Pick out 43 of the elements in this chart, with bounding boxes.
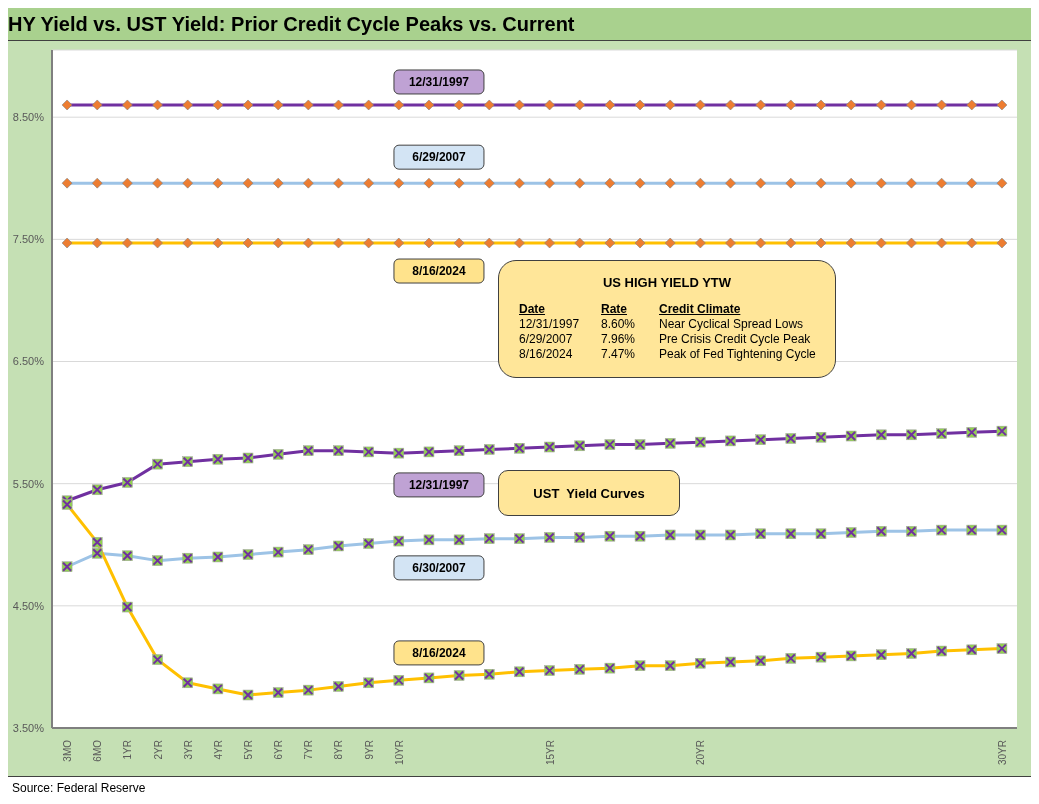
x-tick-label: 3YR (182, 740, 194, 760)
annotation: 7.96% (601, 332, 637, 346)
annotation: Near Cyclical Spread Lows (659, 317, 805, 331)
x-tick-label: 3MO (62, 739, 74, 762)
annotation: 7.47% (601, 347, 637, 361)
x-tick-label: 6YR (273, 740, 285, 760)
x-tick-label: 7YR (303, 740, 315, 760)
series-label: 12/31/1997 (408, 74, 470, 89)
annotation: 8.60% (601, 317, 637, 331)
annotation: US HIGH YIELD YTW (601, 275, 733, 290)
annotation: 8/16/2024 (519, 347, 574, 361)
note-box: UST Yield Curves (498, 470, 680, 516)
annotation: Peak of Fed Tightening Cycle (659, 347, 817, 361)
annotation: Pre Crisis Credit Cycle Peak (659, 332, 812, 346)
y-tick-label: 4.50% (12, 599, 45, 612)
x-tick-label: 6MO (92, 739, 104, 762)
series-label: 8/16/2024 (412, 645, 466, 660)
annotation: 6/29/2007 (519, 332, 574, 346)
y-tick-label: 3.50% (12, 721, 45, 734)
y-tick-label: 7.50% (12, 233, 45, 246)
source-note: Source: Federal Reserve (8, 776, 1031, 798)
annotation: Credit Climate (659, 302, 742, 316)
y-tick-label: 5.50% (12, 477, 45, 490)
y-tick-label: 8.50% (12, 111, 45, 124)
series-label: 8/16/2024 (412, 264, 466, 279)
x-tick-label: 4YR (212, 740, 224, 760)
x-tick-label: 30YR (996, 740, 1008, 766)
x-tick-label: 10YR (393, 740, 405, 766)
x-tick-label: 20YR (695, 740, 707, 766)
x-tick-label: 15YR (544, 740, 556, 766)
annotation: 12/31/1997 (519, 317, 581, 331)
x-tick-label: 2YR (152, 740, 164, 760)
series-label: 12/31/1997 (408, 477, 470, 492)
y-tick-label: 6.50% (12, 355, 45, 368)
series-label: 6/29/2007 (412, 150, 466, 165)
x-tick-label: 8YR (333, 740, 345, 760)
x-tick-label: 5YR (243, 740, 255, 760)
chart-title: HY Yield vs. UST Yield: Prior Credit Cycle Peaks vs. Current (8, 12, 575, 36)
x-tick-label: 9YR (363, 740, 375, 760)
annotation: Date (519, 302, 546, 316)
x-tick-label: 1YR (122, 740, 134, 760)
annotation: Rate (601, 302, 628, 316)
series-label: 6/30/2007 (412, 560, 466, 575)
